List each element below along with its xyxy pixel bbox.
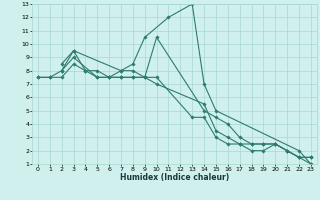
- X-axis label: Humidex (Indice chaleur): Humidex (Indice chaleur): [120, 173, 229, 182]
